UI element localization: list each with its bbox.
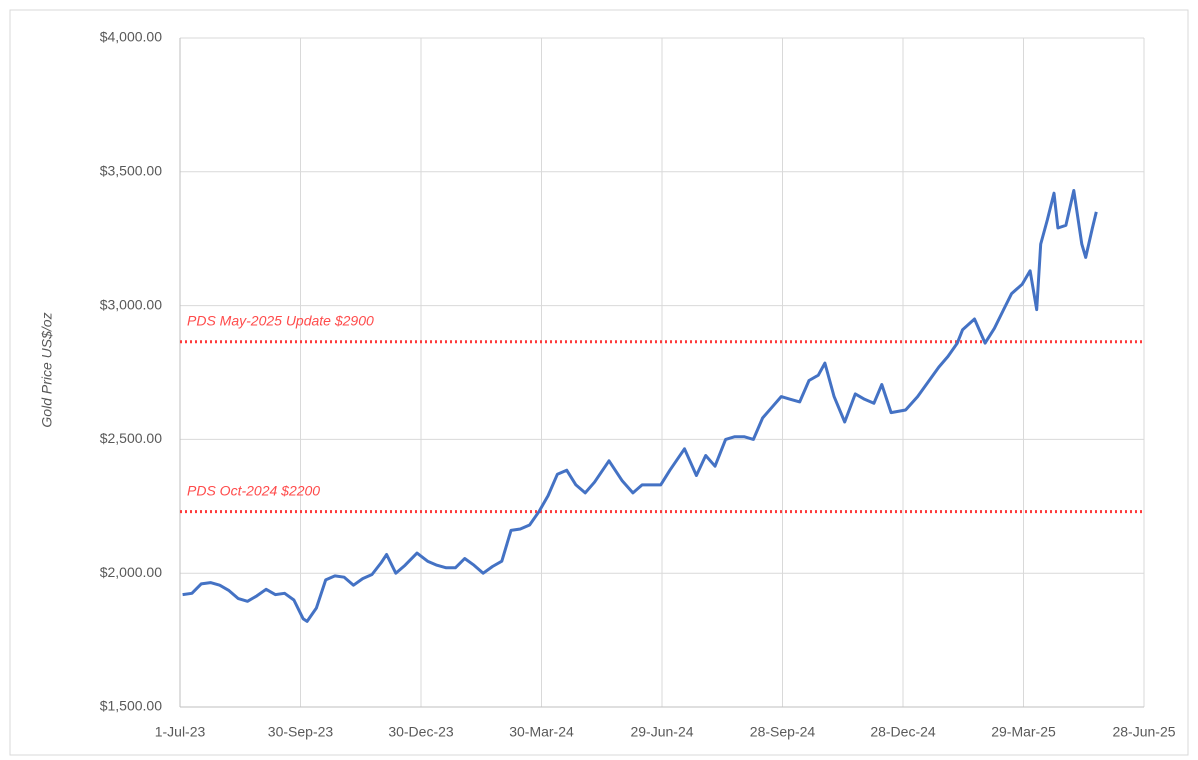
- x-tick-label: 30-Sep-23: [268, 724, 334, 740]
- y-tick-label: $4,000.00: [100, 29, 162, 45]
- x-tick-label: 30-Dec-23: [388, 724, 454, 740]
- y-tick-label: $3,000.00: [100, 296, 162, 312]
- chart-frame: [9, 9, 1189, 756]
- y-tick-label: $1,500.00: [100, 698, 162, 714]
- y-tick-label: $2,500.00: [100, 430, 162, 446]
- y-tick-label: $3,500.00: [100, 163, 162, 179]
- x-tick-label: 28-Sep-24: [750, 724, 816, 740]
- price-line: [182, 189, 1098, 623]
- x-tick-label: 28-Jun-25: [1112, 724, 1175, 740]
- x-tick-label: 1-Jul-23: [155, 724, 206, 740]
- x-tick-label: 29-Mar-25: [991, 724, 1056, 740]
- y-axis-label: Gold Price US$/oz: [39, 312, 55, 427]
- y-tick-label: $2,000.00: [100, 564, 162, 580]
- x-tick-label: 28-Dec-24: [870, 724, 936, 740]
- x-tick-label: 30-Mar-24: [509, 724, 574, 740]
- x-tick-label: 29-Jun-24: [630, 724, 693, 740]
- reference-label: PDS Oct-2024 $2200: [187, 482, 320, 498]
- reference-label: PDS May-2025 Update $2900: [187, 312, 374, 328]
